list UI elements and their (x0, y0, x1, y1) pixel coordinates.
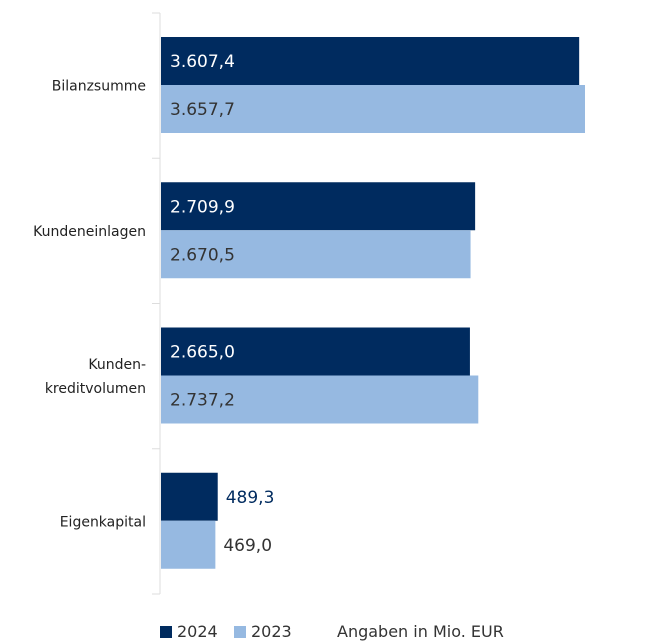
legend-swatch (160, 625, 172, 638)
legend-label: 2023 (251, 622, 292, 641)
data-label-2023: 469,0 (223, 536, 272, 556)
legend-swatch (234, 625, 246, 638)
data-label-2024: 489,3 (226, 488, 275, 508)
legend-item-2024: 2024 (160, 622, 218, 641)
data-label-2023: 3.657,7 (170, 100, 235, 120)
bar-2024 (161, 327, 470, 376)
data-label-2024: 2.709,9 (170, 197, 235, 217)
bar-2024 (161, 472, 218, 521)
bar-2024 (161, 37, 580, 85)
data-label-2023: 2.670,5 (170, 245, 235, 265)
category-label: Kunden-kreditvolumen (45, 357, 146, 397)
bar-2023 (161, 375, 479, 424)
data-label-2024: 3.607,4 (170, 52, 235, 72)
bar-2024 (161, 182, 476, 231)
bar-2023 (161, 520, 216, 569)
bar-2023 (161, 230, 471, 279)
unit-note: Angaben in Mio. EUR (337, 622, 504, 641)
bar-2023 (161, 85, 585, 133)
category-label: Bilanzsumme (52, 79, 146, 95)
category-label: Eigenkapital (60, 514, 146, 530)
data-label-2024: 2.665,0 (170, 343, 235, 363)
legend-item-2023: 2023 (234, 622, 292, 641)
data-label-2023: 2.737,2 (170, 391, 235, 411)
category-label: Kundeneinlagen (33, 224, 146, 240)
legend-label: 2024 (177, 622, 218, 641)
